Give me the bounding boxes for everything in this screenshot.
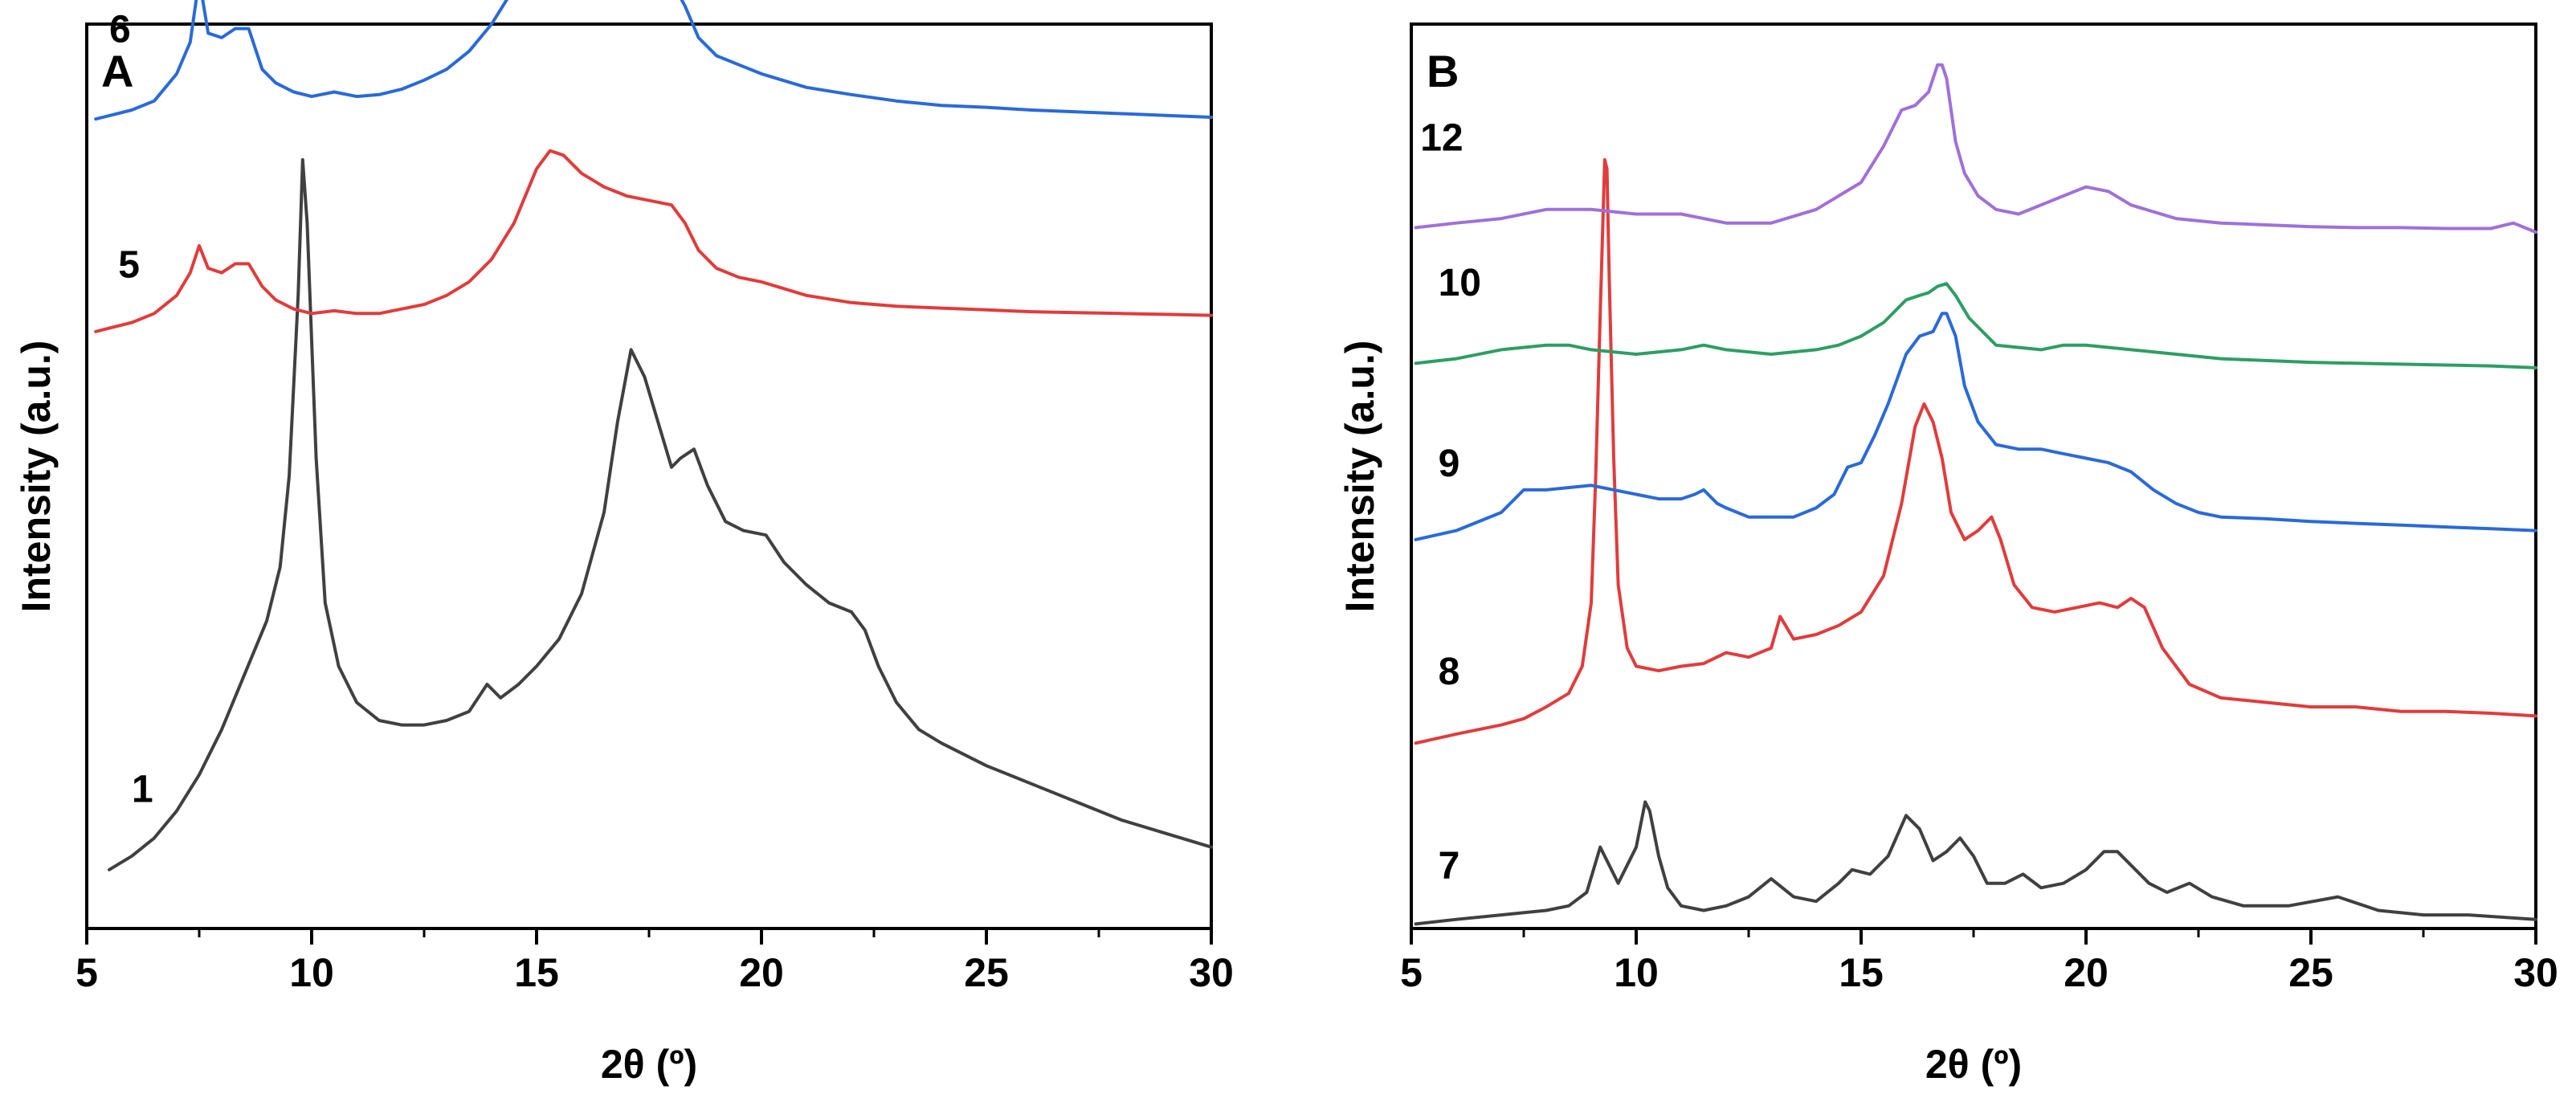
- panel-a-series-line-5: [94, 149, 1213, 333]
- panel-a-series: 1 5 6: [94, 0, 1213, 871]
- panel-b-series-label-12: 12: [1420, 117, 1463, 160]
- panel-b-x-tick-label: 10: [1614, 950, 1659, 995]
- panel-b: B 7 8 9 10 12 5 10 15 20 25 30 2θ (º) Intensity (…: [1337, 22, 2558, 1087]
- panel-b-x-tick-label: 20: [2064, 950, 2109, 995]
- panel-b-x-tick-label: 15: [1839, 950, 1884, 995]
- panel-a-x-tick-label: 10: [289, 950, 334, 995]
- panel-b-x-axis-title: 2θ (º): [1925, 1042, 2022, 1087]
- panel-b-x-axis: 5 10 15 20 25 30: [1400, 928, 2558, 995]
- panel-a-series-label-1: 1: [132, 768, 153, 810]
- panel-b-series-line-8: [1414, 157, 2537, 745]
- panel-a-series-label-6: 6: [109, 9, 131, 51]
- panel-a-x-tick-label: 25: [964, 950, 1009, 995]
- panel-b-x-tick-label: 5: [1400, 950, 1423, 995]
- panel-b-series-line-9: [1414, 312, 2537, 541]
- panel-b-x-tick-label: 30: [2513, 950, 2558, 995]
- panel-b-x-tick-label: 25: [2288, 950, 2333, 995]
- panel-b-series: 7 8 9 10 12: [1414, 63, 2537, 926]
- panel-a-x-tick-label: 20: [739, 950, 784, 995]
- panel-a-series-label-5: 5: [118, 243, 140, 286]
- panel-a-x-tick-label: 5: [76, 950, 98, 995]
- panel-b-series-label-7: 7: [1439, 845, 1460, 888]
- panel-b-series-line-12: [1414, 63, 2537, 234]
- panel-a-x-axis-title: 2θ (º): [601, 1042, 697, 1087]
- panel-a-y-axis-title: Intensity (a.u.): [14, 341, 59, 613]
- panel-b-y-axis-title: Intensity (a.u.): [1337, 341, 1382, 613]
- panel-a-letter: A: [101, 46, 133, 96]
- panel-b-series-line-7: [1414, 800, 2537, 926]
- panel-a-x-tick-label: 15: [514, 950, 559, 995]
- panel-b-series-label-8: 8: [1439, 651, 1460, 693]
- panel-a-series-line-1: [108, 157, 1213, 871]
- panel-a: A 156 5 10 15 20 25 30 2θ (º) Intensity (a.u.…: [14, 0, 1234, 1087]
- panel-a-series-line-6: [94, 0, 1213, 121]
- panel-a-x-axis: 5 10 15 20 25 30: [76, 928, 1234, 995]
- panel-b-series-label-10: 10: [1439, 262, 1481, 304]
- panel-b-series-line-10: [1414, 282, 2537, 369]
- panel-a-x-tick-label: 30: [1189, 950, 1234, 995]
- panel-b-letter: B: [1427, 46, 1459, 96]
- panel-b-series-label-9: 9: [1439, 443, 1460, 485]
